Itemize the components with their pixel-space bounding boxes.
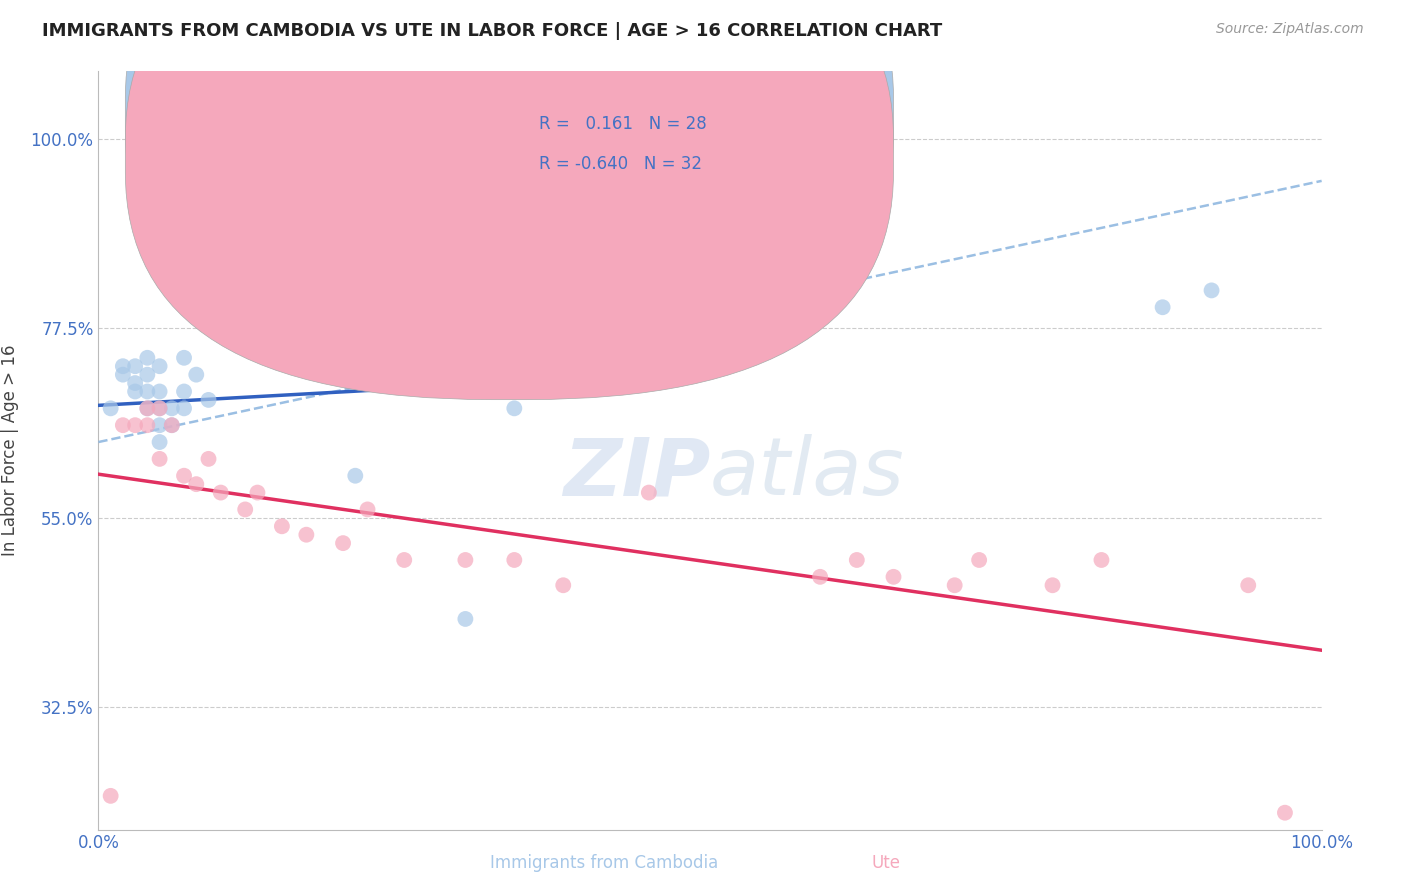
FancyBboxPatch shape — [465, 83, 820, 196]
Point — [454, 612, 477, 626]
Point — [1090, 553, 1112, 567]
Point — [197, 392, 219, 407]
Point — [111, 418, 134, 433]
Point — [173, 384, 195, 399]
Point — [173, 468, 195, 483]
Text: R =   0.161   N = 28: R = 0.161 N = 28 — [538, 114, 707, 133]
Point — [136, 418, 159, 433]
Point — [186, 477, 208, 491]
Point — [124, 384, 146, 399]
Point — [149, 401, 172, 416]
Point — [160, 418, 183, 433]
Text: Source: ZipAtlas.com: Source: ZipAtlas.com — [1216, 22, 1364, 37]
Point — [943, 578, 966, 592]
Point — [136, 384, 159, 399]
Point — [124, 359, 146, 374]
Point — [1152, 300, 1174, 314]
Y-axis label: In Labor Force | Age > 16: In Labor Force | Age > 16 — [1, 344, 20, 557]
Point — [270, 519, 294, 533]
Point — [100, 401, 122, 416]
Point — [332, 536, 354, 550]
Point — [553, 578, 575, 592]
Point — [503, 553, 526, 567]
Point — [967, 553, 990, 567]
Point — [149, 401, 172, 416]
Point — [845, 553, 868, 567]
Point — [209, 485, 232, 500]
Point — [149, 384, 172, 399]
Point — [136, 401, 159, 416]
Point — [392, 553, 416, 567]
Point — [111, 359, 134, 374]
Point — [160, 418, 183, 433]
Point — [124, 418, 146, 433]
FancyBboxPatch shape — [125, 0, 894, 400]
Point — [124, 376, 146, 390]
Point — [356, 502, 378, 516]
Point — [1274, 805, 1296, 820]
Point — [883, 570, 905, 584]
Point — [808, 570, 831, 584]
Point — [136, 351, 159, 365]
Point — [246, 485, 269, 500]
Point — [295, 527, 318, 541]
Text: Immigrants from Cambodia: Immigrants from Cambodia — [491, 855, 718, 872]
Point — [160, 401, 183, 416]
Text: Ute: Ute — [872, 855, 900, 872]
Point — [344, 468, 367, 483]
Point — [149, 435, 172, 450]
Text: IMMIGRANTS FROM CAMBODIA VS UTE IN LABOR FORCE | AGE > 16 CORRELATION CHART: IMMIGRANTS FROM CAMBODIA VS UTE IN LABOR… — [42, 22, 942, 40]
Point — [637, 485, 661, 500]
Point — [173, 351, 195, 365]
Point — [111, 368, 134, 382]
Point — [100, 789, 122, 803]
Point — [1201, 284, 1223, 298]
FancyBboxPatch shape — [125, 0, 894, 359]
Point — [136, 401, 159, 416]
Point — [149, 359, 172, 374]
Point — [1042, 578, 1064, 592]
Point — [197, 451, 219, 466]
Point — [233, 502, 256, 516]
Text: atlas: atlas — [710, 434, 905, 512]
Point — [173, 401, 195, 416]
Point — [149, 418, 172, 433]
Point — [1237, 578, 1260, 592]
Text: R = -0.640   N = 32: R = -0.640 N = 32 — [538, 155, 702, 173]
Point — [332, 359, 354, 374]
Point — [149, 451, 172, 466]
Text: ZIP: ZIP — [562, 434, 710, 512]
Point — [136, 368, 159, 382]
Point — [186, 368, 208, 382]
Point — [503, 401, 526, 416]
Point — [454, 553, 477, 567]
